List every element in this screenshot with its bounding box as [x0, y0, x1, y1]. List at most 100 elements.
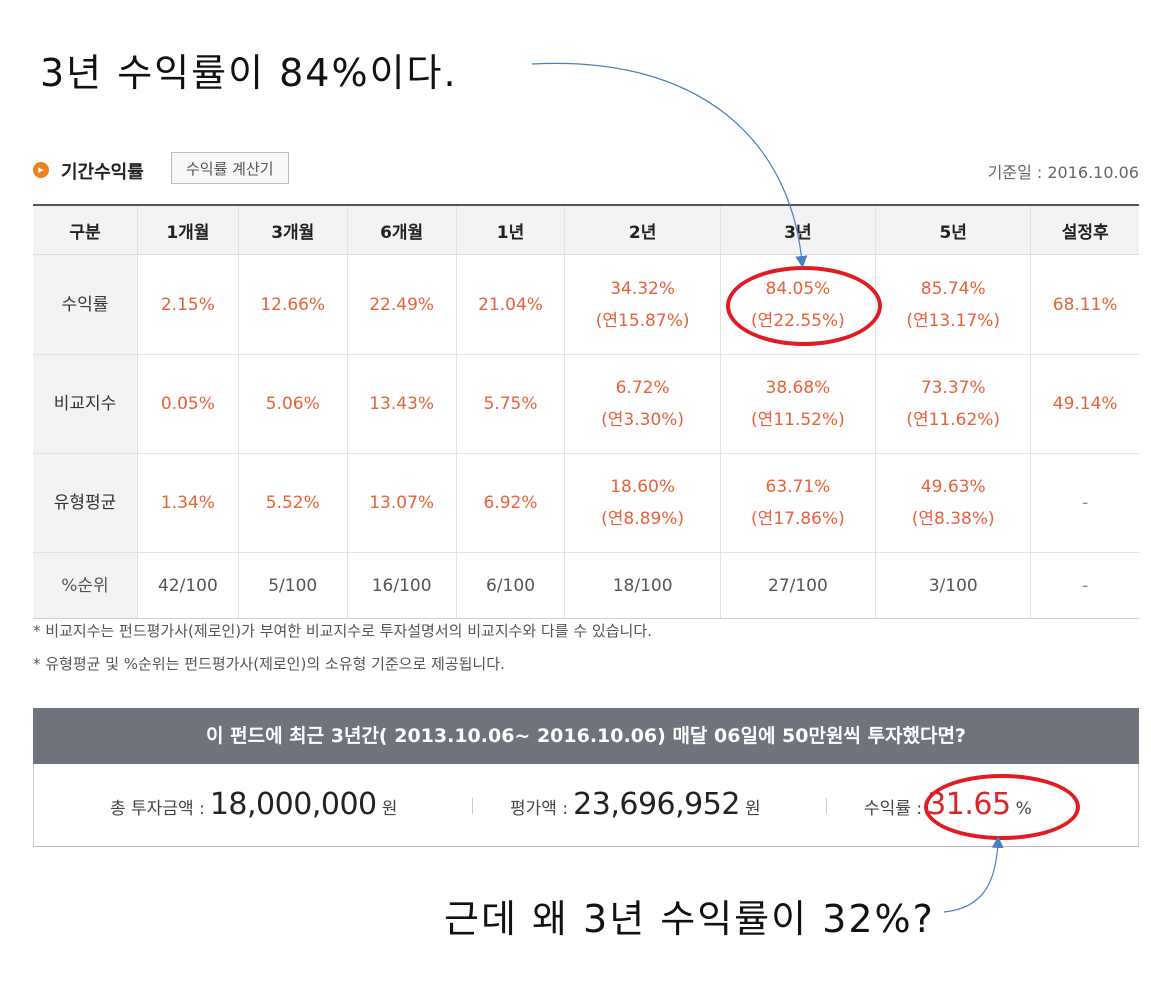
simulation-result: 총 투자금액 : 18,000,000 원 평가액 : 23,696,952 원…: [33, 764, 1139, 847]
cell-annualized: (연17.86%): [751, 509, 845, 529]
annotation-top-note: 3년 수익률이 84%이다.: [40, 51, 458, 95]
cell-value: 49.63%: [920, 477, 986, 497]
cell-value: 13.43%: [369, 394, 435, 414]
simulated-return-label: 수익률 :: [864, 799, 923, 819]
column-header: 1년: [455, 205, 565, 255]
cell-value: 18.60%: [610, 477, 676, 497]
table-row: 비교지수 0.05% 5.06% 13.43% 5.75% 6.72% (연3.30%) 38…: [33, 354, 1139, 454]
table-cell: 13.43%: [346, 354, 457, 454]
cell-value: 68.11%: [1052, 294, 1118, 315]
cell-annualized: (연15.87%): [595, 310, 690, 331]
cell-annualized: (연22.55%): [751, 310, 845, 331]
cell-annualized: (연8.38%): [911, 509, 995, 529]
cell-value: 6/100: [486, 575, 536, 596]
table-cell: 2.15%: [136, 254, 239, 355]
table-cell: 6.72% (연3.30%): [564, 354, 721, 454]
table-cell: 42/100: [136, 552, 239, 619]
period-return-table: 구분 1개월 3개월 6개월 1년 2년 3년 5년 설정후 수익률 2.15% 12.66% 22.…: [33, 204, 1139, 619]
table-cell: 6.92%: [455, 453, 565, 553]
cell-value: 1.34%: [160, 493, 215, 513]
cell-value: 5/100: [268, 575, 318, 596]
column-header-category: 구분: [33, 205, 138, 255]
table-cell: 73.37% (연11.62%): [875, 354, 1031, 454]
table-cell: -: [1030, 453, 1139, 553]
total-investment-value: 18,000,000: [209, 787, 377, 822]
table-cell: 5.52%: [237, 453, 348, 553]
cell-value: 18/100: [612, 575, 673, 596]
cell-value: 6.72%: [615, 378, 670, 398]
cell-value: 84.05%: [765, 278, 831, 299]
table-cell: 5/100: [237, 552, 348, 619]
return-calculator-button[interactable]: 수익률 계산기: [171, 152, 289, 184]
total-investment-label: 총 투자금액 :: [110, 799, 205, 819]
table-cell: 12.66%: [237, 254, 348, 355]
cell-value: 0.05%: [160, 394, 215, 414]
cell-value: 38.68%: [765, 378, 831, 398]
table-cell: 68.11%: [1030, 254, 1139, 355]
base-date: 기준일 : 2016.10.06: [987, 163, 1139, 182]
cell-annualized: (연13.17%): [906, 310, 1001, 331]
cell-value: 34.32%: [610, 278, 676, 299]
evaluation-amount: 평가액 : 23,696,952 원: [510, 764, 761, 846]
evaluation-value: 23,696,952: [573, 787, 740, 822]
table-cell: 22.49%: [346, 254, 457, 355]
cell-value: 5.52%: [265, 493, 320, 513]
cell-value: 2.15%: [160, 294, 215, 315]
cell-annualized: (연3.30%): [601, 410, 685, 430]
table-cell: 27/100: [719, 552, 876, 619]
cell-value: 73.37%: [920, 378, 986, 398]
table-row: 유형평균 1.34% 5.52% 13.07% 6.92% 18.60% (연8.89%) 6…: [33, 453, 1139, 553]
investment-simulation: 이 펀드에 최근 3년간( 2013.10.06~ 2016.10.06) 매달…: [33, 708, 1139, 848]
period-return-header: ▸ 기간수익률 수익률 계산기 기준일 : 2016.10.06: [33, 150, 1139, 190]
simulated-return-unit: %: [1015, 799, 1032, 819]
column-header: 2년: [564, 205, 721, 255]
table-header-row: 구분 1개월 3개월 6개월 1년 2년 3년 5년 설정후: [33, 205, 1139, 255]
column-header: 3년: [719, 205, 876, 255]
cell-value: 85.74%: [920, 278, 986, 299]
cell-annualized: (연11.62%): [906, 410, 1001, 430]
row-label: %순위: [33, 552, 138, 619]
table-cell: 38.68% (연11.52%): [719, 354, 876, 454]
arrow-to-simulated-return: [943, 836, 1004, 913]
table-cell: 84.05% (연22.55%): [719, 254, 876, 355]
total-investment-unit: 원: [381, 799, 398, 819]
table-cell: 5.75%: [455, 354, 565, 454]
table-cell: 3/100: [875, 552, 1031, 619]
footnote-benchmark: * 비교지수는 펀드평가사(제로인)가 부여한 비교지수로 투자설명서의 비교지…: [33, 622, 652, 640]
table-cell: -: [1030, 552, 1139, 619]
table-row: 수익률 2.15% 12.66% 22.49% 21.04% 34.32% (연15.87%…: [33, 254, 1139, 355]
cell-value: 16/100: [371, 575, 432, 596]
annotation-bottom-note: 근데 왜 3년 수익률이 32%?: [444, 897, 935, 941]
divider: [826, 798, 827, 814]
cell-value: 13.07%: [369, 493, 435, 513]
table-cell: 18.60% (연8.89%): [564, 453, 721, 553]
cell-value: 6.92%: [483, 493, 538, 513]
table-cell: 49.14%: [1030, 354, 1139, 454]
table-cell: 1.34%: [136, 453, 239, 553]
simulated-return-value: 31.65: [927, 787, 1011, 822]
cell-annualized: (연8.89%): [601, 509, 685, 529]
table-row: %순위 42/100 5/100 16/100 6/100 18/100 27/100 3/1…: [33, 552, 1139, 619]
evaluation-unit: 원: [745, 799, 761, 819]
evaluation-label: 평가액 :: [510, 799, 569, 819]
column-header: 6개월: [346, 205, 457, 255]
cell-value: 12.66%: [260, 294, 326, 315]
cell-value: 22.49%: [369, 294, 435, 315]
table-cell: 49.63% (연8.38%): [875, 453, 1031, 553]
table-cell: 18/100: [564, 552, 721, 619]
table-cell: 6/100: [455, 552, 565, 619]
cell-value: -: [1082, 493, 1089, 513]
table-cell: 0.05%: [136, 354, 239, 454]
cell-value: 3/100: [928, 575, 978, 596]
row-label: 수익률: [33, 254, 138, 355]
table-cell: 85.74% (연13.17%): [875, 254, 1031, 355]
simulated-return: 수익률 : 31.65 %: [864, 764, 1032, 846]
footnote-category-average: * 유형평균 및 %순위는 펀드평가사(제로인)의 소유형 기준으로 제공됩니다…: [33, 655, 505, 673]
chevron-right-icon: ▸: [33, 162, 49, 178]
column-header: 5년: [875, 205, 1031, 255]
table-cell: 34.32% (연15.87%): [564, 254, 721, 355]
cell-value: 49.14%: [1052, 394, 1118, 414]
table-cell: 13.07%: [346, 453, 457, 553]
divider: [472, 798, 473, 814]
cell-annualized: (연11.52%): [751, 410, 845, 430]
